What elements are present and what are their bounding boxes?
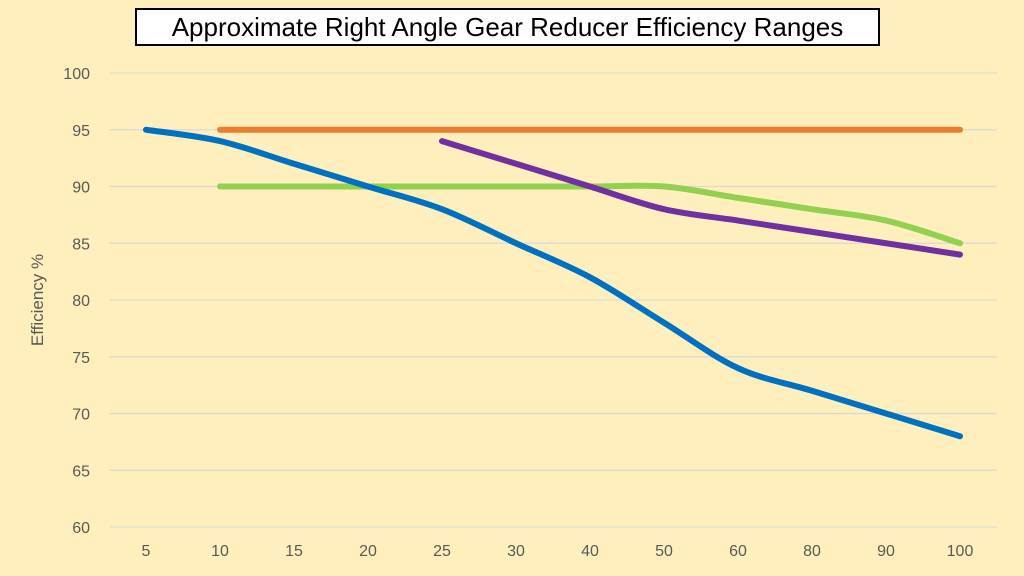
y-tick-label: 80 <box>72 293 90 310</box>
y-tick-label: 65 <box>72 463 90 480</box>
x-tick-label: 20 <box>359 543 377 560</box>
x-tick-label: 40 <box>581 543 599 560</box>
y-tick-label: 70 <box>72 407 90 424</box>
x-tick-label: 90 <box>877 543 895 560</box>
x-tick-label: 30 <box>507 543 525 560</box>
y-tick-label: 75 <box>72 350 90 367</box>
y-tick-label: 95 <box>72 123 90 140</box>
y-tick-label: 85 <box>72 236 90 253</box>
x-tick-label: 25 <box>433 543 451 560</box>
x-tick-label: 80 <box>803 543 821 560</box>
y-tick-label: 90 <box>72 180 90 197</box>
y-tick-label: 60 <box>72 520 90 537</box>
x-tick-label: 5 <box>142 543 151 560</box>
x-tick-label: 50 <box>655 543 673 560</box>
chart-title: Approximate Right Angle Gear Reducer Eff… <box>135 8 880 46</box>
x-tick-label: 15 <box>285 543 303 560</box>
series-line-2 <box>439 138 963 258</box>
series-line-3 <box>143 126 963 440</box>
x-tick-label: 60 <box>729 543 747 560</box>
x-tick-label: 100 <box>947 543 974 560</box>
y-tick-label: 100 <box>63 66 90 83</box>
x-tick-label: 10 <box>211 543 229 560</box>
